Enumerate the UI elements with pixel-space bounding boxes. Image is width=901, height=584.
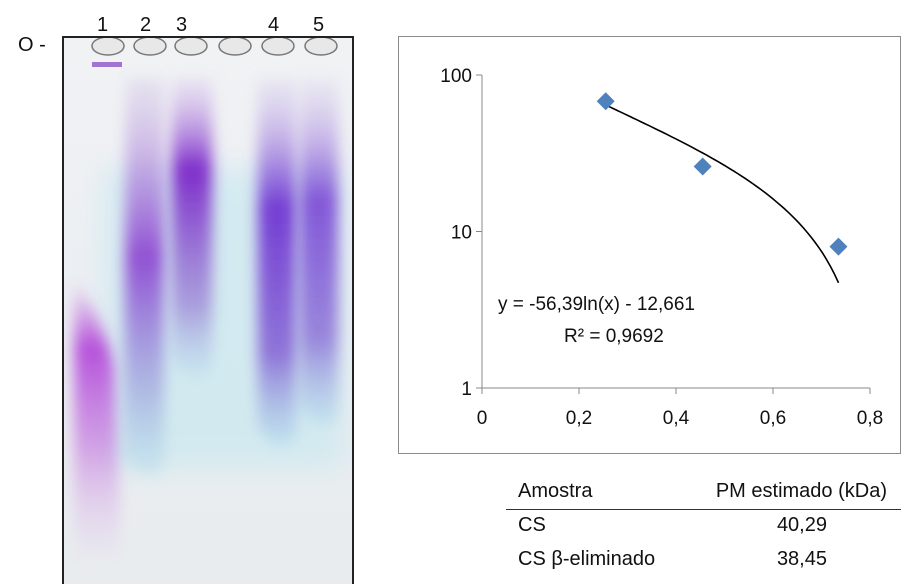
origin-label: O - xyxy=(18,34,46,56)
data-point xyxy=(829,237,848,256)
gel-image xyxy=(62,36,354,584)
cell-mw: 40,29 xyxy=(776,514,827,536)
x-tick-label: 0,2 xyxy=(566,408,592,429)
chart-axes xyxy=(476,74,871,394)
gel-bands xyxy=(74,38,344,558)
cell-sample: CS β-eliminado xyxy=(518,548,656,570)
table-row: CS 40,29 xyxy=(506,510,901,544)
data-point xyxy=(693,157,712,176)
chart-points xyxy=(596,92,848,256)
cell-sample: CS xyxy=(518,514,546,536)
y-tick-label: 10 xyxy=(451,223,472,244)
lane-number-5: 5 xyxy=(313,14,325,36)
x-tick-label: 0 xyxy=(477,408,488,429)
chart-tick-labels: 0 0,2 0,4 0,6 0,8 1 10 100 xyxy=(440,66,883,429)
molecular-weight-table: Amostra PM estimado (kDa) CS 40,29 CS β-… xyxy=(506,476,901,578)
header-sample: Amostra xyxy=(518,480,593,502)
lane-number-4: 4 xyxy=(268,14,280,36)
lane-number-3: 3 xyxy=(176,14,188,36)
calibration-chart: 0 0,2 0,4 0,6 0,8 1 10 100 xyxy=(440,66,883,429)
table-header-row: Amostra PM estimado (kDa) xyxy=(506,476,901,510)
chart-trendline xyxy=(605,104,840,284)
y-tick-label: 1 xyxy=(461,379,472,400)
lane-number-2: 2 xyxy=(140,14,152,36)
x-tick-label: 0,4 xyxy=(663,408,690,429)
x-tick-label: 0,6 xyxy=(760,408,786,429)
trendline-equation: y = -56,39ln(x) - 12,661 xyxy=(498,294,695,315)
x-tick-label: 0,8 xyxy=(857,408,883,429)
r-squared-label: R² = 0,9692 xyxy=(564,326,664,347)
header-mw: PM estimado (kDa) xyxy=(715,480,887,502)
data-point xyxy=(596,92,615,111)
y-tick-label: 100 xyxy=(440,66,472,87)
trendline-path xyxy=(605,104,840,284)
table-row: CS β-eliminado 38,45 xyxy=(506,544,901,578)
cell-mw: 38,45 xyxy=(776,548,827,570)
lane-number-1: 1 xyxy=(97,14,109,36)
